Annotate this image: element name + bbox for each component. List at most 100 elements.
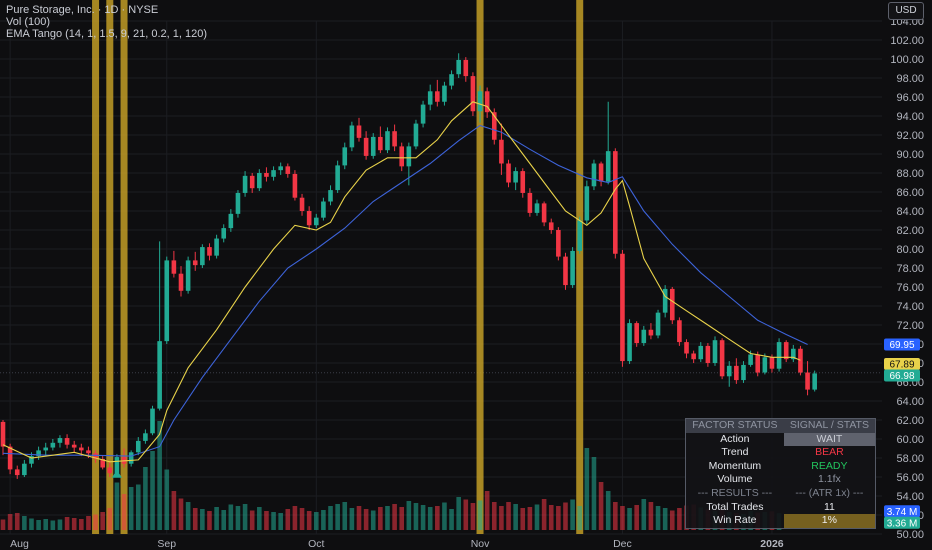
candle-body xyxy=(306,211,312,226)
ema-indicator-label[interactable]: EMA Tango (14, 1, 1.5, 9, 21, 0.2, 1, 12… xyxy=(6,28,207,40)
price-tick-label: 84.00 xyxy=(896,206,924,218)
time-tick-label: Oct xyxy=(308,538,324,550)
volume-bar xyxy=(342,502,348,530)
candle-body xyxy=(605,151,611,182)
stats-value-trend: BEAR xyxy=(815,446,844,459)
volume-bar xyxy=(57,519,63,530)
symbol-title[interactable]: Pure Storage, Inc. · 1D · NYSE xyxy=(6,4,159,16)
volume-bar xyxy=(171,491,177,530)
price-tick-label: 78.00 xyxy=(896,263,924,275)
candle-body xyxy=(584,186,590,221)
stats-label: Momentum xyxy=(708,459,762,472)
stats-header-signal: SIGNAL / STATS xyxy=(783,418,876,433)
volume-bar xyxy=(86,516,91,530)
time-tick-label: Nov xyxy=(471,538,490,550)
stats-label: --- RESULTS --- xyxy=(697,486,773,499)
candle-body xyxy=(634,323,639,344)
volume-bar xyxy=(605,491,611,530)
candle-body xyxy=(662,288,668,313)
candle-body xyxy=(805,372,810,390)
volume-bar xyxy=(249,510,255,530)
volume-bar xyxy=(14,513,20,530)
volume-bar xyxy=(662,508,668,530)
ema-slow-line xyxy=(2,124,808,457)
candle-body xyxy=(577,220,583,251)
volume-bar xyxy=(499,506,504,530)
price-tick-label: 88.00 xyxy=(896,168,924,180)
candle-body xyxy=(627,323,632,362)
currency-button[interactable]: USD xyxy=(888,2,924,20)
candle-body xyxy=(185,260,191,291)
volume-bar xyxy=(520,508,526,530)
volume-bar xyxy=(527,507,533,530)
stats-header-factor: FACTOR STATUS xyxy=(685,418,784,433)
candle-body xyxy=(264,173,269,177)
candle-body xyxy=(150,408,155,434)
volume-bar xyxy=(563,502,568,530)
volume-bar xyxy=(513,504,518,530)
signal-band xyxy=(92,0,100,534)
volume-bar xyxy=(627,508,632,530)
candle-body xyxy=(591,163,597,187)
candle-body xyxy=(620,253,625,362)
stats-label: Total Trades xyxy=(706,500,764,513)
signal-band xyxy=(576,0,584,534)
last-value-badge xyxy=(884,369,920,382)
candle-body xyxy=(171,260,177,274)
price-tick-label: 54.00 xyxy=(896,491,924,503)
volume-bar xyxy=(164,469,170,530)
volume-bar xyxy=(150,451,155,530)
volume-bar xyxy=(620,506,625,530)
volume-bar xyxy=(413,503,419,530)
stats-row-total-trades: Total Trades 11 xyxy=(686,501,876,515)
stats-value-volume: 1.1fx xyxy=(818,473,841,486)
volume-bar xyxy=(378,507,383,530)
volume-bar xyxy=(221,510,227,530)
candle-body xyxy=(86,450,91,454)
candle-body xyxy=(221,228,227,239)
candle-body xyxy=(335,165,340,191)
volume-bar xyxy=(463,499,469,530)
last-value-text: 66.98 xyxy=(889,371,914,382)
candle-body xyxy=(762,357,768,373)
candle-body xyxy=(321,201,326,218)
candle-body xyxy=(677,320,682,343)
candle-body xyxy=(79,447,84,451)
candle-body xyxy=(442,85,447,102)
candle-body xyxy=(563,256,568,286)
signal-bands xyxy=(92,0,584,534)
candle-body xyxy=(705,345,711,363)
volume-bar xyxy=(399,507,405,530)
volume-bar xyxy=(534,504,540,530)
volume-bar xyxy=(385,506,390,530)
volume-value-text: 3.74 M xyxy=(887,507,918,518)
stats-row-action: Action WAIT xyxy=(686,432,876,447)
volume-bar xyxy=(228,504,234,530)
stats-row-momentum: Momentum READY xyxy=(686,460,876,474)
volume-bar xyxy=(214,507,219,530)
candle-body xyxy=(7,446,13,470)
time-tick-label: Dec xyxy=(613,538,632,550)
candle-body xyxy=(783,342,789,360)
candle-body xyxy=(228,213,234,229)
volume-bar xyxy=(634,505,639,530)
volume-bar xyxy=(556,506,561,530)
candle-body xyxy=(769,357,775,369)
candle-body xyxy=(356,125,362,138)
price-tick-label: 94.00 xyxy=(896,111,924,123)
volume-bar xyxy=(484,491,490,530)
candle-body xyxy=(798,348,803,373)
candle-body xyxy=(200,247,205,266)
volume-bar xyxy=(50,520,56,530)
candle-body xyxy=(292,173,298,198)
volume-bar xyxy=(135,484,141,530)
volume-value-badge xyxy=(884,516,920,529)
stats-label: Volume xyxy=(717,473,753,486)
volume-bar xyxy=(370,510,376,530)
volume-bar xyxy=(584,448,590,530)
volume-indicator-label[interactable]: Vol (100) xyxy=(6,16,51,28)
candle-body xyxy=(214,238,219,256)
volume-bar xyxy=(349,508,355,530)
